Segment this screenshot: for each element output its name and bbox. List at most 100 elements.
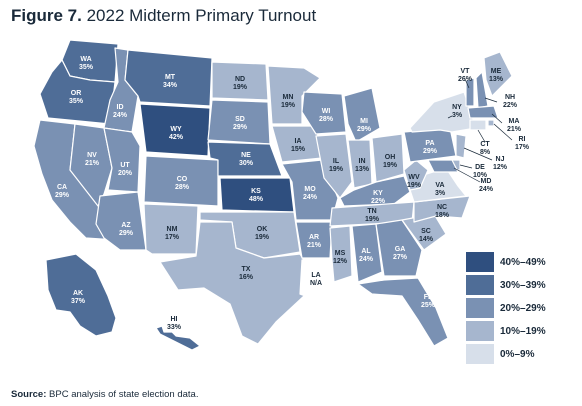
state-hi — [155, 325, 201, 351]
legend-swatch — [466, 275, 494, 295]
state-value-label: 19% — [255, 234, 270, 241]
state-code-label: IA — [295, 138, 302, 145]
state-ne — [207, 141, 283, 177]
state-value-label: 19% — [233, 84, 248, 91]
legend-label: 40%–49% — [500, 256, 546, 268]
leader-line-ri — [493, 123, 513, 141]
state-code-label: OK — [257, 226, 268, 233]
state-ri — [487, 119, 495, 127]
state-code-label: ID — [117, 104, 124, 111]
state-co — [143, 155, 219, 207]
state-value-label: 26% — [458, 76, 473, 83]
state-code-label: WA — [80, 56, 91, 63]
state-value-label: 24% — [479, 186, 494, 193]
state-wy — [139, 103, 211, 157]
state-code-label: SD — [235, 116, 245, 123]
state-code-label: IL — [333, 158, 340, 165]
state-value-label: 33% — [167, 324, 182, 331]
state-code-label: DE — [475, 164, 485, 171]
figure-title: Figure 7. 2022 Midterm Primary Turnout — [11, 6, 316, 26]
legend-label: 0%–9% — [500, 348, 535, 360]
state-ga — [375, 219, 423, 277]
leader-line-nh — [484, 97, 498, 103]
state-value-label: 8% — [480, 149, 491, 156]
state-value-label: 29% — [357, 126, 372, 133]
state-oh — [371, 133, 405, 183]
state-ma — [467, 105, 499, 119]
state-code-label: KS — [251, 188, 261, 195]
state-nd — [211, 61, 269, 101]
state-value-label: 29% — [423, 148, 438, 155]
state-mi — [343, 87, 381, 143]
legend: 40%–49% 30%–39% 20%–29% 10%–19% 0%–9% — [466, 252, 576, 367]
state-value-label: 15% — [291, 146, 306, 153]
leader-line-ct — [477, 129, 486, 143]
state-value-label: 24% — [113, 112, 128, 119]
state-code-label: CT — [480, 141, 490, 148]
state-value-label: 29% — [119, 230, 134, 237]
leader-line-de — [459, 164, 473, 169]
state-wi — [301, 91, 347, 135]
state-az — [95, 191, 147, 251]
state-value-label: N/A — [310, 280, 322, 287]
state-tx — [159, 221, 315, 345]
state-ks — [219, 177, 295, 213]
state-al — [351, 223, 383, 283]
leader-line-md — [453, 167, 481, 183]
state-value-label: 24% — [359, 256, 374, 263]
legend-swatch — [466, 252, 494, 272]
state-value-label: 29% — [233, 124, 248, 131]
state-code-label: CA — [57, 184, 67, 191]
state-value-label: 34% — [163, 82, 178, 89]
state-code-label: MS — [335, 250, 346, 257]
state-value-label: 19% — [365, 216, 380, 223]
state-code-label: UT — [120, 162, 130, 169]
state-code-label: AR — [309, 234, 319, 241]
state-ky — [339, 175, 411, 207]
state-code-label: AK — [73, 290, 83, 297]
state-value-label: 22% — [503, 102, 518, 109]
state-mt — [124, 49, 213, 107]
state-value-label: 42% — [169, 134, 184, 141]
state-code-label: AL — [361, 248, 371, 255]
state-code-label: WY — [170, 126, 182, 133]
state-ak — [45, 253, 117, 337]
state-code-label: CO — [177, 176, 188, 183]
state-code-label: NJ — [496, 156, 505, 163]
state-value-label: 25% — [421, 302, 436, 309]
state-value-label: 19% — [383, 162, 398, 169]
state-value-label: 13% — [489, 76, 504, 83]
legend-swatch — [466, 344, 494, 364]
state-code-label: OR — [71, 90, 82, 97]
state-code-label: NH — [505, 94, 515, 101]
legend-item: 30%–39% — [466, 275, 576, 295]
state-code-label: WV — [408, 174, 420, 181]
state-value-label: 37% — [71, 298, 86, 305]
state-value-label: 3% — [452, 112, 463, 119]
state-code-label: NC — [437, 204, 447, 211]
state-code-label: TX — [242, 266, 251, 273]
state-nj — [455, 133, 467, 159]
state-value-label: 18% — [435, 212, 450, 219]
state-code-label: MO — [304, 186, 316, 193]
state-code-label: FL — [424, 294, 433, 301]
source-text: BPC analysis of state election data. — [49, 389, 199, 400]
legend-swatch — [466, 298, 494, 318]
legend-item: 40%–49% — [466, 252, 576, 272]
source-note: Source: BPC analysis of state election d… — [11, 389, 198, 400]
state-code-label: MD — [481, 178, 492, 185]
state-code-label: GA — [395, 246, 406, 253]
state-code-label: WI — [322, 108, 331, 115]
state-value-label: 28% — [319, 116, 334, 123]
source-label: Source: — [11, 389, 47, 400]
state-value-label: 19% — [407, 182, 422, 189]
state-ms — [329, 225, 353, 283]
state-value-label: 12% — [333, 258, 348, 265]
state-value-label: 30% — [239, 160, 254, 167]
legend-label: 10%–19% — [500, 325, 546, 337]
state-code-label: SC — [421, 228, 431, 235]
state-code-label: RI — [519, 136, 526, 143]
state-fl — [357, 277, 449, 347]
state-value-label: 35% — [79, 64, 94, 71]
